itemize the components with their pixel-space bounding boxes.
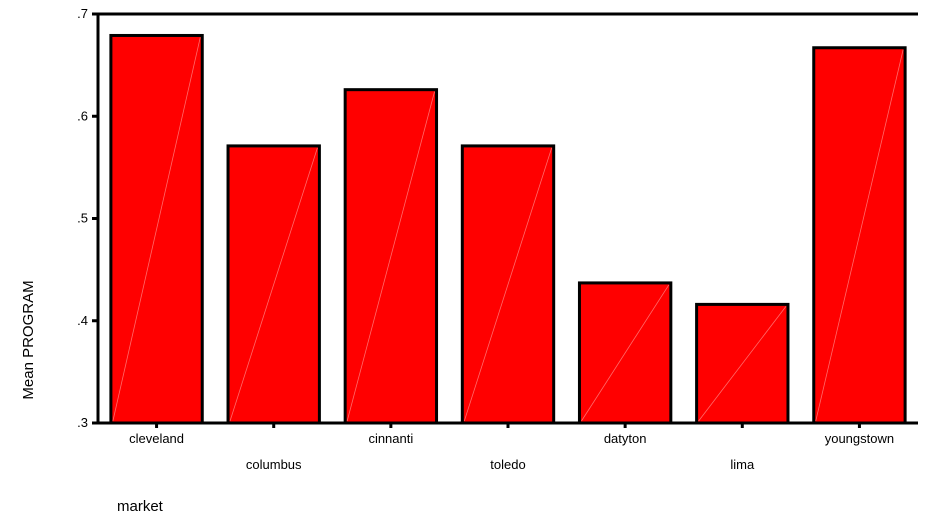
bar-youngstown bbox=[812, 46, 907, 425]
y-axis-ticks: .3 .4 .5 .6 .7 bbox=[77, 6, 98, 430]
x-tick-label: cinnanti bbox=[368, 431, 413, 446]
bar-hatch-line bbox=[815, 49, 904, 422]
y-tick-label: .7 bbox=[77, 6, 88, 21]
y-tick-label: .5 bbox=[77, 211, 88, 226]
x-axis-ticks: cleveland columbus cinnanti toledo datyton li… bbox=[129, 423, 894, 472]
bar-toledo bbox=[460, 144, 556, 425]
bar-columbus bbox=[226, 144, 321, 425]
y-axis-title: Mean PROGRAM bbox=[20, 280, 37, 399]
bar-hatch-line bbox=[346, 91, 435, 422]
y-tick-label: .3 bbox=[77, 415, 88, 430]
bar-hatch-line bbox=[463, 147, 553, 422]
x-tick-label: toledo bbox=[490, 457, 525, 472]
y-tick-label: .6 bbox=[77, 108, 88, 123]
x-tick-label: cleveland bbox=[129, 431, 184, 446]
x-tick-label: columbus bbox=[246, 457, 302, 472]
bar-cinnanti bbox=[343, 88, 439, 425]
y-tick-label: .4 bbox=[77, 313, 88, 328]
bars-group bbox=[109, 33, 907, 425]
bar-hatch-line bbox=[229, 147, 318, 422]
x-tick-label: datyton bbox=[604, 431, 647, 446]
bar-cleveland bbox=[109, 33, 204, 425]
x-tick-label: lima bbox=[730, 457, 755, 472]
bar-datyton bbox=[577, 281, 673, 425]
x-tick-label: youngstown bbox=[825, 431, 894, 446]
bar-hatch-line bbox=[698, 306, 787, 422]
x-axis-title: market bbox=[117, 498, 164, 515]
bar-lima bbox=[695, 302, 790, 425]
bar-hatch-line bbox=[112, 37, 201, 422]
bar-hatch-line bbox=[581, 284, 670, 422]
